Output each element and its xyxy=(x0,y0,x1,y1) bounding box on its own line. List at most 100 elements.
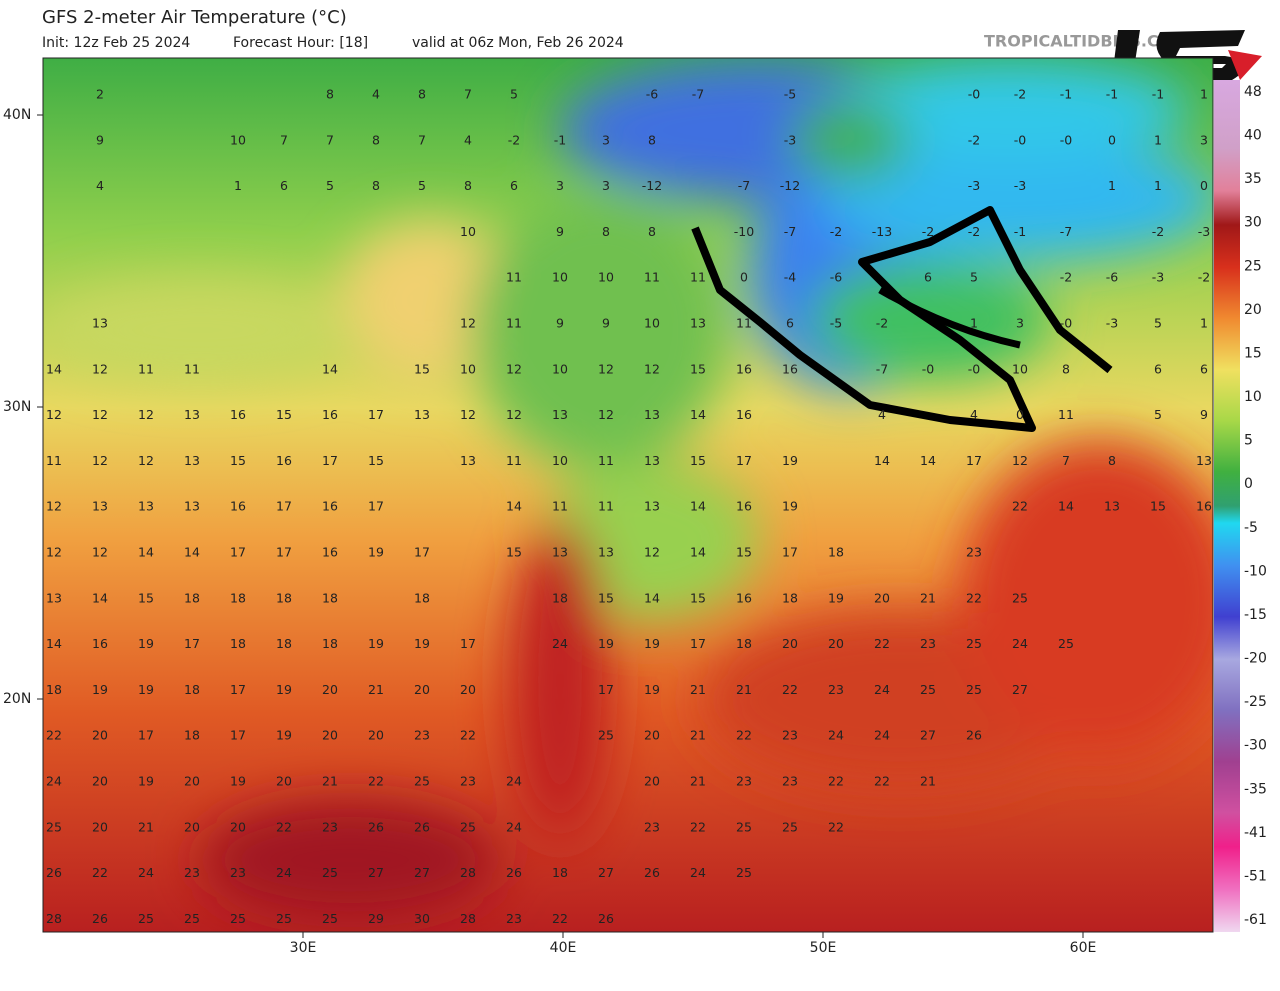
colorbar-label: -10 xyxy=(1244,563,1267,579)
temperature-label: 13 xyxy=(184,453,200,468)
temperature-label: 25 xyxy=(920,682,936,697)
temperature-label: -12 xyxy=(780,178,800,193)
temperature-label: 20 xyxy=(230,819,246,834)
temperature-label: 24 xyxy=(690,865,706,880)
temperature-label: 19 xyxy=(138,774,154,789)
temperature-label: -1 xyxy=(1014,224,1026,239)
temperature-label: 18 xyxy=(230,590,246,605)
temperature-label: 23 xyxy=(920,636,936,651)
temperature-label: 12 xyxy=(138,407,154,422)
temperature-label: 8 xyxy=(648,224,656,239)
temperature-label: 19 xyxy=(92,682,108,697)
forecast-hour: Forecast Hour: [18] xyxy=(233,35,368,51)
temperature-label: 25 xyxy=(460,819,476,834)
temperature-label: 23 xyxy=(736,774,752,789)
temperature-label: -2 xyxy=(922,224,934,239)
temperature-label: 16 xyxy=(736,407,752,422)
temperature-label: 6 xyxy=(510,178,518,193)
temperature-label: 18 xyxy=(782,590,798,605)
temperature-label: 10 xyxy=(598,270,614,285)
temperature-label: 3 xyxy=(556,178,564,193)
temperature-label: 24 xyxy=(506,774,522,789)
temperature-label: 15 xyxy=(276,407,292,422)
temperature-label: 5 xyxy=(418,178,426,193)
temperature-label: 16 xyxy=(782,361,798,376)
temperature-label: -7 xyxy=(784,224,796,239)
temperature-label: 14 xyxy=(1058,499,1074,514)
temperature-label: 9 xyxy=(556,224,564,239)
temperature-label: 20 xyxy=(276,774,292,789)
temperature-label: 3 xyxy=(602,132,610,147)
temperature-label: 11 xyxy=(552,499,568,514)
temperature-label: 8 xyxy=(464,178,472,193)
temperature-label: 30 xyxy=(414,911,430,926)
temperature-label: 5 xyxy=(1154,407,1162,422)
temperature-label: -1 xyxy=(1060,87,1072,102)
temperature-label: 17 xyxy=(230,545,246,560)
temperature-label: 14 xyxy=(184,545,200,560)
temperature-label: 26 xyxy=(644,865,660,880)
temperature-label: 22 xyxy=(828,774,844,789)
colorbar-label: 20 xyxy=(1244,302,1262,318)
temperature-label: 19 xyxy=(644,682,660,697)
temperature-label: 16 xyxy=(736,361,752,376)
temperature-label: 25 xyxy=(736,819,752,834)
temperature-label: 21 xyxy=(690,728,706,743)
temperature-label: 6 xyxy=(924,270,932,285)
colorbar-label: -51 xyxy=(1244,868,1267,884)
temperature-label: 8 xyxy=(1108,453,1116,468)
temperature-label: 25 xyxy=(966,636,982,651)
temperature-label: 14 xyxy=(46,636,62,651)
temperature-label: -0 xyxy=(1060,132,1073,147)
temperature-label: 8 xyxy=(372,178,380,193)
temperature-label: 9 xyxy=(1200,407,1208,422)
temperature-label: 18 xyxy=(322,590,338,605)
temperature-label: 24 xyxy=(552,636,568,651)
temperature-label: 19 xyxy=(276,682,292,697)
temperature-label: -2 xyxy=(968,132,980,147)
temperature-label: 12 xyxy=(92,545,108,560)
temperature-label: -0 xyxy=(1060,316,1073,331)
temperature-label: -5 xyxy=(830,316,842,331)
temperature-label: 12 xyxy=(92,361,108,376)
temperature-label: 7 xyxy=(464,87,472,102)
temperature-label: 23 xyxy=(828,682,844,697)
colorbar-label: -30 xyxy=(1244,738,1267,754)
temperature-label: 24 xyxy=(1012,636,1028,651)
temperature-label: 15 xyxy=(368,453,384,468)
temperature-label: -3 xyxy=(784,132,796,147)
temperature-label: 20 xyxy=(782,636,798,651)
temperature-label: -7 xyxy=(738,178,750,193)
temperature-label: 25 xyxy=(1012,590,1028,605)
temperature-label: -1 xyxy=(554,132,566,147)
temperature-label: 22 xyxy=(276,819,292,834)
temperature-label: 19 xyxy=(230,774,246,789)
temperature-label: 23 xyxy=(460,774,476,789)
temperature-label: 23 xyxy=(414,728,430,743)
temperature-label: 14 xyxy=(690,407,706,422)
temperature-label: 14 xyxy=(920,453,936,468)
temperature-label: 13 xyxy=(690,316,706,331)
temperature-label: 13 xyxy=(1104,499,1120,514)
temperature-label: 14 xyxy=(690,545,706,560)
colorbar-label: -35 xyxy=(1244,781,1267,797)
temperature-label: 12 xyxy=(598,407,614,422)
temperature-label: 23 xyxy=(230,865,246,880)
temperature-label: -2 xyxy=(830,224,842,239)
temperature-label: 1 xyxy=(1200,87,1208,102)
temperature-label: 27 xyxy=(414,865,430,880)
temperature-label: -3 xyxy=(1014,178,1026,193)
temperature-label: 4 xyxy=(96,178,104,193)
map xyxy=(43,58,1213,932)
temperature-label: -10 xyxy=(734,224,754,239)
temperature-label: 12 xyxy=(92,453,108,468)
temperature-label: 0 xyxy=(740,270,748,285)
temperature-label: 26 xyxy=(414,819,430,834)
temperature-label: 22 xyxy=(828,819,844,834)
temperature-label: 13 xyxy=(138,499,154,514)
temperature-label: 13 xyxy=(184,407,200,422)
temperature-label: 16 xyxy=(1196,499,1212,514)
temperature-label: -0 xyxy=(968,361,981,376)
temperature-label: 23 xyxy=(782,774,798,789)
temperature-label: 13 xyxy=(552,407,568,422)
